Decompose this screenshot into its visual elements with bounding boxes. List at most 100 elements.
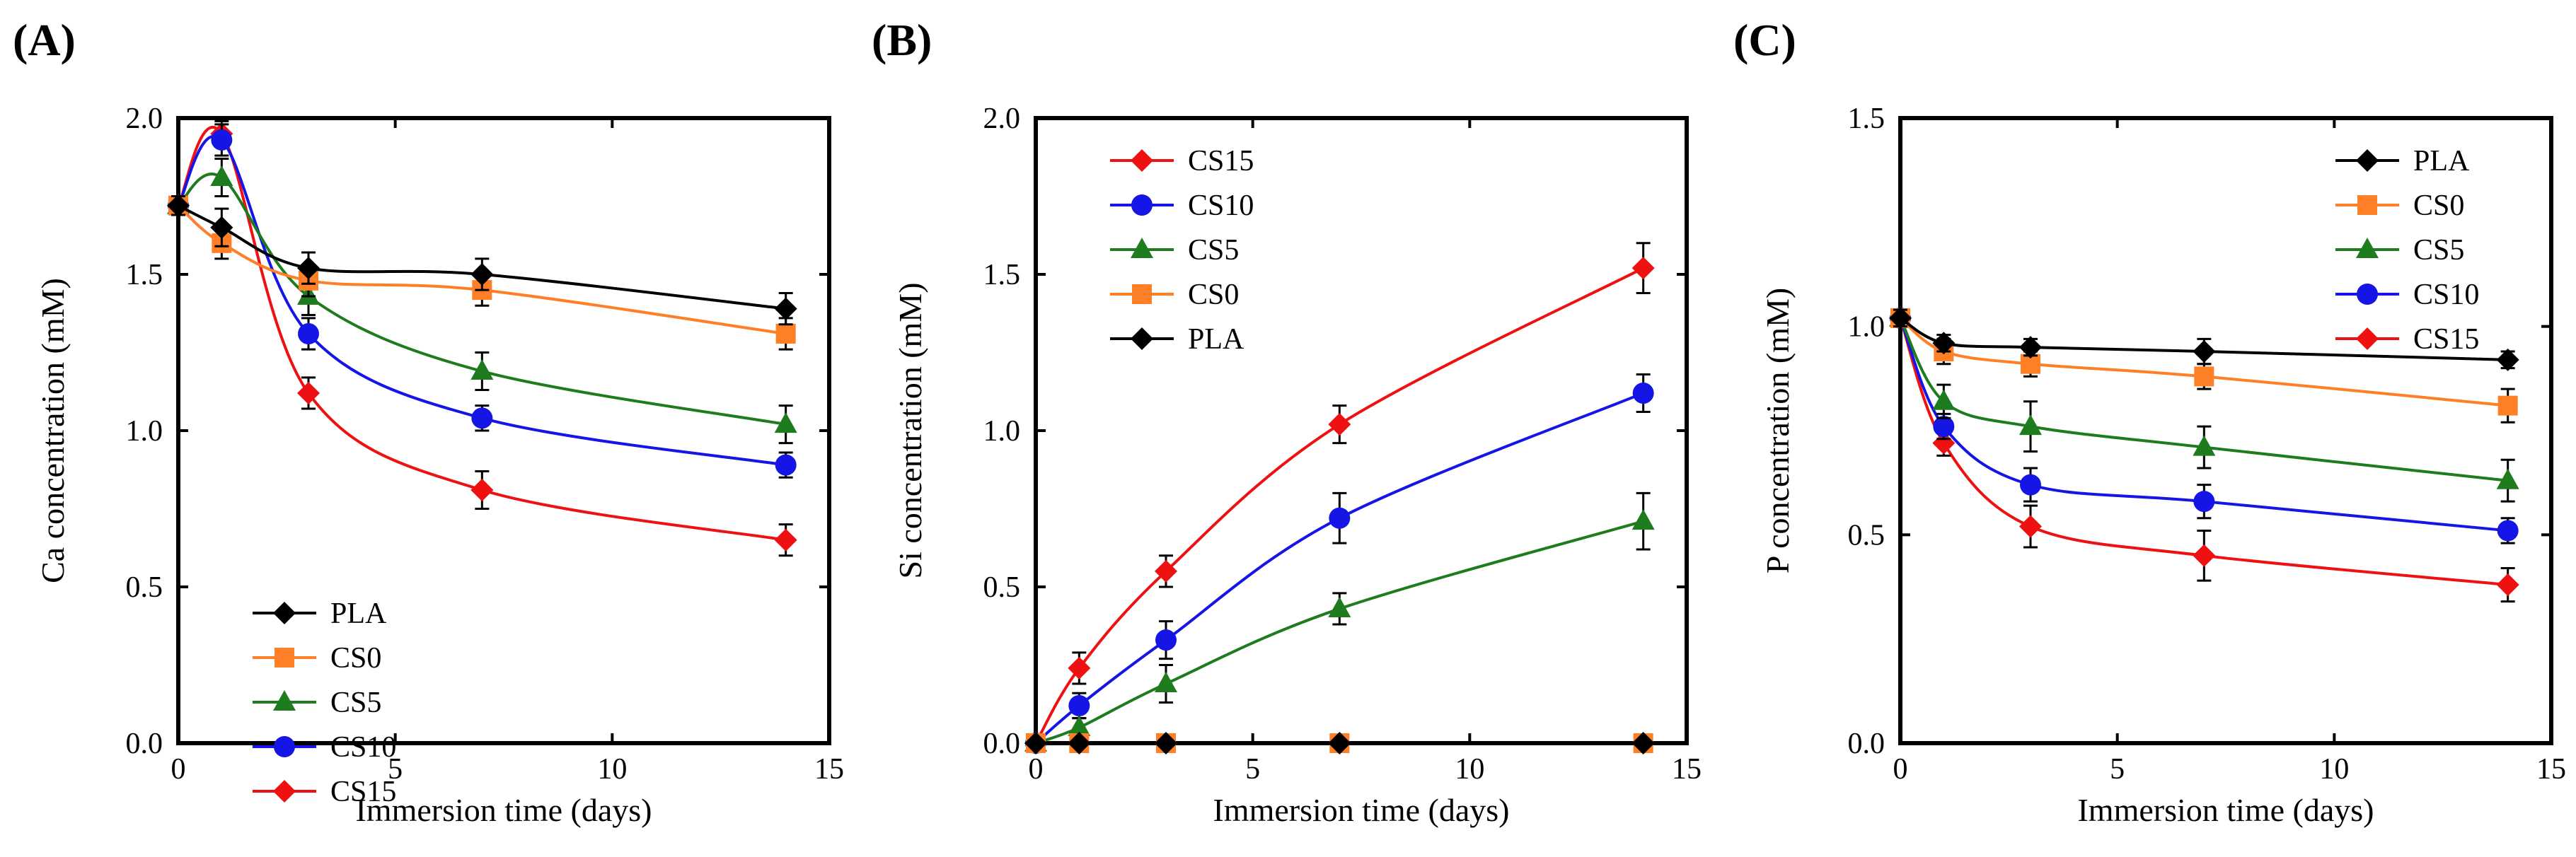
data-point: [1932, 332, 1956, 355]
data-point: [1155, 672, 1177, 693]
data-point: [1631, 257, 1655, 280]
legend-marker: [1131, 194, 1153, 216]
data-point: [211, 129, 233, 151]
chart-panel-b: (B) 0.0 0.5 1.0 1.5 2.0 0 5 10 15 Immersion time (…: [872, 15, 1702, 828]
data-point: [2496, 348, 2519, 371]
data-point: [1328, 413, 1351, 436]
legend-marker: [1131, 327, 1153, 350]
legend: CS15 CS10 CS5 CS0 PLA: [1110, 145, 1254, 356]
x-tick-label: 10: [2319, 753, 2349, 786]
legend-marker: [273, 780, 296, 803]
x-tick-label: 15: [2536, 753, 2566, 786]
series-cs15: [167, 119, 797, 557]
legend-marker: [2356, 327, 2379, 350]
series-cs5: [1024, 491, 1655, 752]
legend-label: CS0: [330, 642, 381, 675]
data-point: [1329, 507, 1351, 529]
legend-marker: [2356, 238, 2379, 258]
y-tick-label: 1.0: [1848, 311, 1885, 344]
data-point: [775, 323, 796, 344]
data-point: [1932, 389, 1956, 410]
series-line: [1035, 520, 1644, 745]
legend-marker: [274, 736, 295, 757]
legend-marker: [273, 602, 296, 624]
data-point: [1068, 656, 1091, 680]
data-point: [297, 257, 320, 280]
y-tick-label: 1.5: [126, 259, 163, 291]
legend-marker: [2357, 195, 2377, 215]
panel-label: (A): [13, 15, 76, 65]
data-point: [2193, 544, 2216, 567]
series-pla: [1024, 732, 1655, 754]
data-point: [2019, 336, 2042, 359]
data-point: [2497, 520, 2519, 542]
data-point: [2496, 468, 2519, 489]
y-tick-label: 1.0: [983, 415, 1021, 448]
legend-marker: [273, 690, 296, 711]
y-tick-label: 0.5: [983, 571, 1021, 604]
plot-frame: [1898, 116, 2553, 745]
data-point: [774, 528, 797, 552]
legend-marker: [1131, 149, 1153, 172]
x-tick-label: 10: [1455, 753, 1484, 786]
data-point: [297, 381, 320, 404]
y-tick-label: 0.0: [1848, 728, 1885, 760]
data-point: [1889, 306, 1912, 330]
x-tick-label: 0: [1893, 753, 1908, 786]
y-tick-label: 1.0: [126, 415, 163, 448]
y-tick-label: 2.0: [983, 103, 1021, 135]
y-axis-title: Ca concentration (mM): [35, 278, 71, 583]
data-point: [210, 165, 233, 186]
legend-marker: [1132, 284, 1152, 304]
legend-label: CS5: [1188, 234, 1239, 267]
legend-label: CS0: [1188, 279, 1239, 311]
x-tick-label: 5: [2110, 753, 2125, 786]
data-point: [774, 412, 797, 433]
series-pla: [1889, 306, 2519, 371]
legend-marker: [2357, 284, 2378, 305]
x-tick-label: 15: [1672, 753, 1702, 786]
chart-panel-c: (C) 0.0 0.5 1.0 1.5 0 5 10 15 Immersion time (day…: [1733, 15, 2566, 828]
legend-label: CS5: [330, 687, 381, 719]
data-point: [1631, 509, 1655, 530]
data-point: [210, 216, 233, 239]
legend-label: PLA: [2413, 145, 2470, 177]
legend-label: CS15: [2413, 323, 2479, 356]
data-point: [2193, 340, 2216, 363]
data-point: [1155, 732, 1177, 754]
y-tick-label: 0.0: [983, 728, 1021, 760]
data-point: [1933, 416, 1955, 438]
data-point: [2497, 395, 2518, 416]
data-point: [2019, 414, 2042, 436]
data-point: [2193, 435, 2216, 456]
legend-label: CS10: [330, 731, 396, 764]
data-point: [1155, 559, 1177, 583]
legend-marker: [275, 648, 294, 667]
panel-label: (C): [1733, 15, 1796, 65]
legend: PLA CS0 CS5 CS10 CS15: [253, 597, 396, 808]
series-line: [1034, 392, 1644, 745]
y-tick-label: 0.5: [1848, 519, 1885, 552]
y-tick-label: 2.0: [126, 103, 163, 135]
legend: PLA CS0 CS5 CS10 CS15: [2335, 145, 2479, 356]
legend-label: CS0: [2413, 190, 2464, 222]
data-point: [1328, 596, 1351, 617]
data-point: [1068, 715, 1091, 736]
plot-frame: [1034, 116, 1689, 745]
data-point: [2193, 491, 2215, 513]
data-point: [1632, 382, 1654, 404]
series-line: [1899, 317, 2508, 482]
data-point: [1024, 732, 1047, 754]
data-point: [470, 478, 494, 501]
x-tick-label: 5: [388, 753, 403, 786]
x-tick-label: 5: [1245, 753, 1260, 786]
legend-label: CS10: [2413, 279, 2479, 311]
data-point: [2194, 366, 2214, 387]
x-tick-label: 15: [814, 753, 844, 786]
data-point: [1068, 694, 1090, 716]
data-point: [470, 263, 494, 286]
data-point: [1328, 732, 1351, 754]
data-point: [298, 322, 319, 344]
x-tick-label: 0: [1029, 753, 1044, 786]
